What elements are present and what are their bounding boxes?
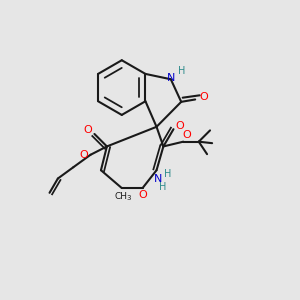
Text: N: N [154, 173, 162, 184]
Text: CH: CH [114, 192, 127, 201]
Text: O: O [176, 121, 184, 130]
Text: O: O [83, 125, 92, 135]
Text: 3: 3 [126, 195, 130, 201]
Text: H: H [159, 182, 166, 192]
Text: O: O [138, 190, 147, 200]
Text: O: O [182, 130, 191, 140]
Text: O: O [80, 150, 88, 160]
Text: O: O [200, 92, 208, 102]
Text: H: H [178, 66, 185, 76]
Text: N: N [167, 73, 176, 83]
Text: H: H [164, 169, 172, 179]
